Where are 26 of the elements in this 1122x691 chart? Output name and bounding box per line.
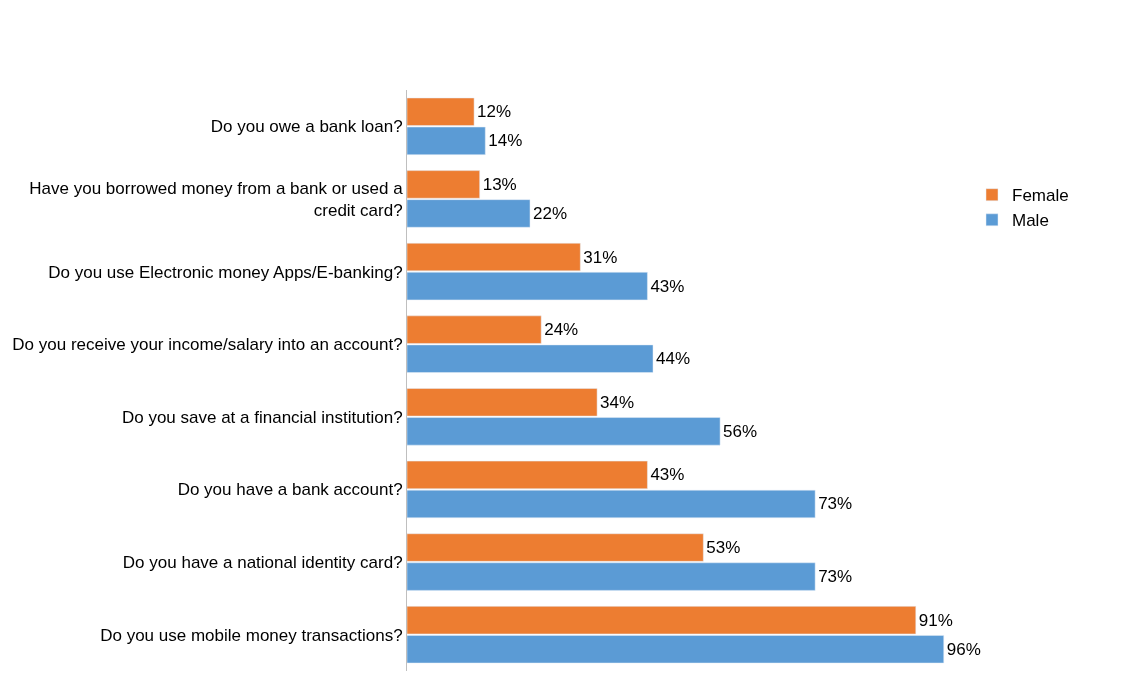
legend-label: Female [1012, 186, 1069, 206]
data-label: 14% [488, 131, 523, 151]
data-label: 73% [818, 494, 853, 514]
data-label: 34% [600, 392, 635, 412]
y-tick-label: Do you use mobile money transactions? [100, 625, 403, 645]
data-label: 56% [723, 421, 758, 441]
data-label: 43% [650, 465, 685, 485]
y-tick-label: Do you have a national identity card? [122, 553, 403, 573]
data-label: 31% [583, 247, 618, 267]
data-label: 53% [706, 538, 741, 558]
data-label: 44% [656, 349, 691, 369]
data-label: 73% [818, 567, 853, 587]
y-tick-label: Do you receive your income/salary into an account? [12, 335, 403, 355]
legend-label: Male [1012, 211, 1049, 231]
y-tick-label: Do you save at a financial institution? [121, 407, 403, 427]
data-label: 91% [918, 610, 953, 630]
data-label: 12% [477, 102, 512, 122]
data-label: 24% [544, 320, 579, 340]
data-label: 96% [946, 639, 981, 659]
data-label: 22% [533, 203, 568, 223]
y-tick-label: Have you borrowed money from a bank or used a credit card? [29, 178, 404, 220]
data-label: 43% [650, 276, 685, 296]
data-label: 13% [482, 174, 517, 194]
y-tick-label: Do you have a bank account? [177, 480, 403, 500]
y-tick-label: Do you owe a bank loan? [210, 117, 403, 137]
y-tick-label: Do you use Electronic money Apps/E-banking? [48, 262, 403, 282]
